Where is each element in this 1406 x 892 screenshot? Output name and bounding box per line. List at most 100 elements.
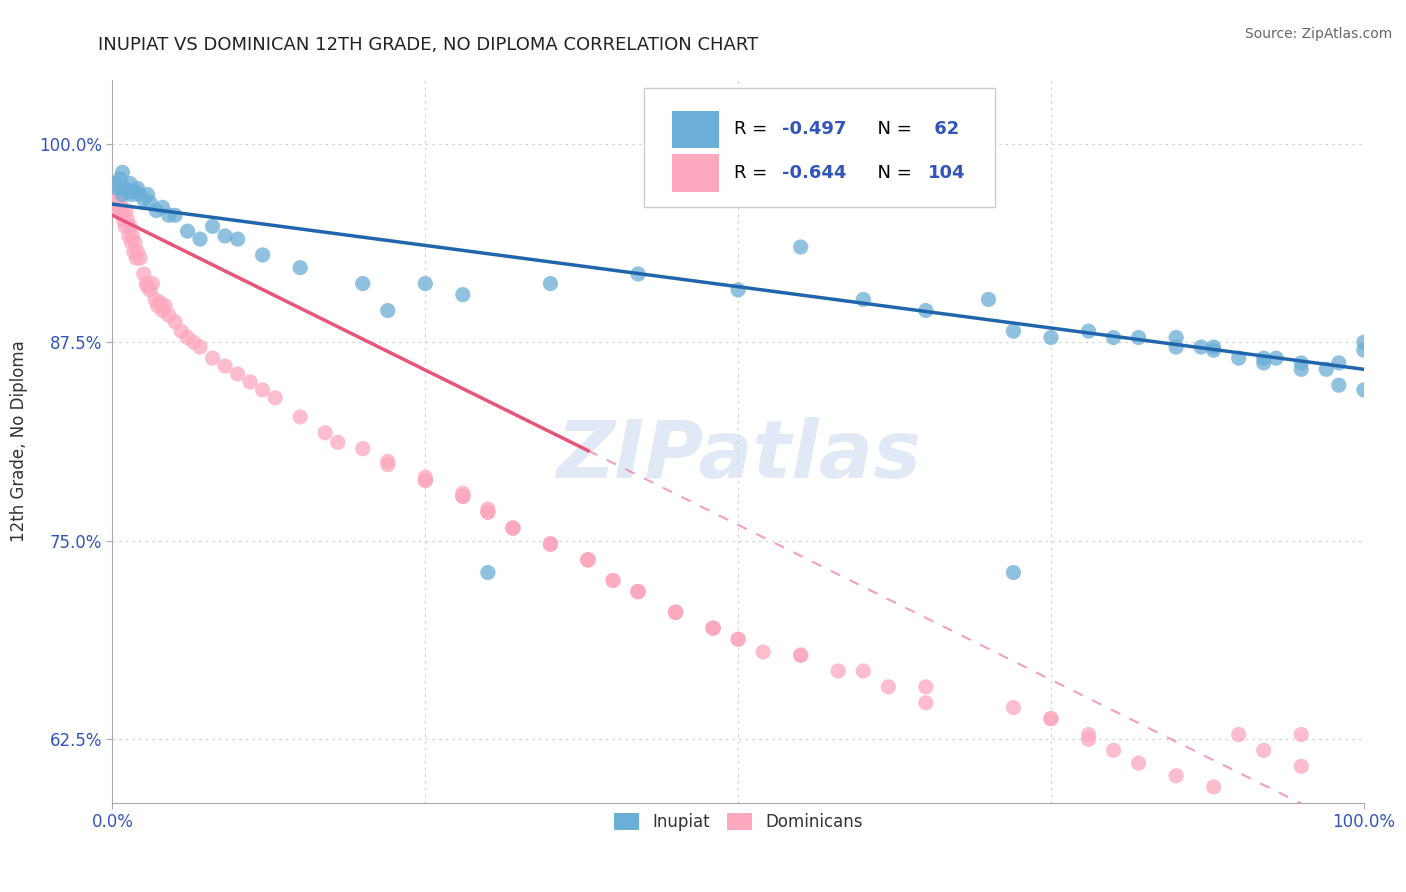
Point: [538, 277, 561, 291]
Point: [188, 232, 211, 246]
Point: [1291, 356, 1313, 370]
Point: [1253, 351, 1275, 366]
Point: [702, 621, 724, 635]
Point: [790, 648, 813, 662]
Point: [1202, 343, 1225, 358]
Point: [120, 235, 142, 250]
Text: 104: 104: [928, 164, 966, 182]
Point: [977, 293, 1000, 307]
Point: [1102, 743, 1125, 757]
Point: [1253, 743, 1275, 757]
Point: [477, 566, 499, 580]
Point: [451, 486, 474, 500]
Point: [118, 228, 141, 243]
Point: [127, 181, 149, 195]
Point: [136, 279, 159, 293]
Point: [1077, 727, 1099, 741]
Point: [132, 267, 155, 281]
Point: [1164, 340, 1187, 354]
Text: Source: ZipAtlas.com: Source: ZipAtlas.com: [1244, 27, 1392, 41]
Point: [451, 489, 474, 503]
Point: [145, 203, 167, 218]
Point: [120, 185, 142, 199]
Point: [157, 208, 180, 222]
Text: R =: R =: [734, 164, 773, 182]
Point: [157, 308, 180, 322]
Point: [538, 537, 561, 551]
Point: [152, 303, 174, 318]
Point: [176, 330, 198, 344]
Point: [115, 203, 138, 218]
Point: [101, 187, 124, 202]
Point: [176, 224, 198, 238]
Point: [1327, 378, 1350, 392]
Point: [1353, 383, 1375, 397]
Point: [118, 177, 141, 191]
Point: [239, 375, 262, 389]
Point: [1077, 732, 1099, 747]
Point: [129, 187, 152, 202]
Text: ZIPatlas: ZIPatlas: [555, 417, 921, 495]
Text: -0.497: -0.497: [782, 120, 846, 138]
Point: [112, 213, 135, 227]
Point: [477, 505, 499, 519]
Point: [1002, 700, 1025, 714]
Point: [352, 442, 374, 456]
Point: [702, 621, 724, 635]
Point: [1202, 780, 1225, 794]
Point: [377, 303, 399, 318]
Point: [127, 244, 149, 259]
Point: [664, 605, 686, 619]
Point: [664, 605, 686, 619]
Point: [111, 203, 134, 218]
Point: [413, 474, 436, 488]
Point: [413, 277, 436, 291]
Point: [1202, 340, 1225, 354]
Point: [153, 299, 176, 313]
Point: [141, 277, 163, 291]
Point: [915, 680, 938, 694]
Point: [326, 435, 349, 450]
Point: [1039, 712, 1063, 726]
FancyBboxPatch shape: [672, 111, 720, 148]
Point: [143, 293, 166, 307]
Point: [1102, 330, 1125, 344]
Point: [1227, 727, 1250, 741]
Point: [117, 185, 139, 199]
Point: [413, 474, 436, 488]
Point: [226, 232, 249, 246]
Point: [727, 632, 749, 647]
Y-axis label: 12th Grade, No Diploma: 12th Grade, No Diploma: [10, 341, 28, 542]
Text: -0.644: -0.644: [782, 164, 846, 182]
Point: [1128, 330, 1150, 344]
Point: [538, 537, 561, 551]
Point: [124, 235, 146, 250]
Point: [576, 553, 599, 567]
Point: [576, 553, 599, 567]
Point: [163, 315, 186, 329]
Point: [111, 165, 134, 179]
Point: [1128, 756, 1150, 770]
Point: [252, 383, 274, 397]
Point: [377, 454, 399, 468]
Point: [1265, 351, 1288, 366]
Point: [502, 521, 524, 535]
Point: [451, 287, 474, 301]
Point: [214, 359, 236, 373]
Point: [1291, 362, 1313, 376]
Point: [538, 537, 561, 551]
Point: [111, 187, 134, 202]
Point: [790, 648, 813, 662]
Point: [852, 293, 875, 307]
Point: [264, 391, 287, 405]
Point: [1327, 356, 1350, 370]
Point: [352, 277, 374, 291]
Point: [252, 248, 274, 262]
Point: [290, 260, 312, 275]
Point: [136, 187, 159, 202]
Point: [1164, 769, 1187, 783]
Point: [139, 195, 162, 210]
Point: [226, 367, 249, 381]
Point: [121, 228, 143, 243]
Point: [114, 219, 136, 234]
